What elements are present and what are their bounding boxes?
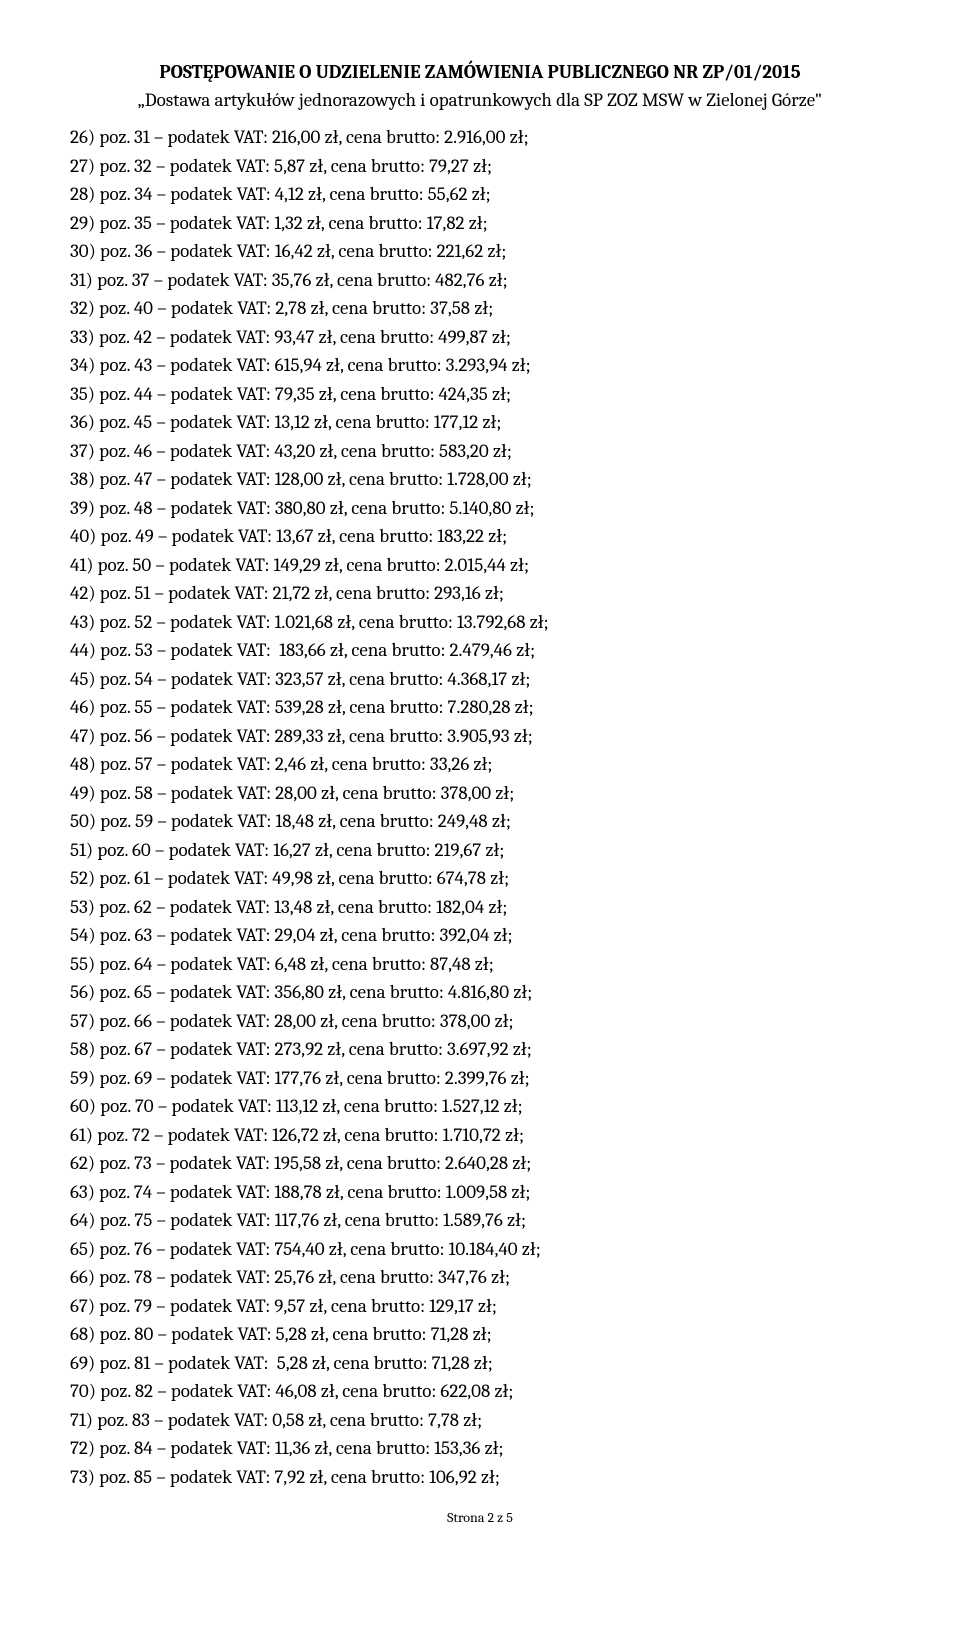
list-line: 72) poz. 84 – podatek VAT: 11,36 zł, cen… [70,1434,890,1463]
list-line: 48) poz. 57 – podatek VAT: 2,46 zł, cena… [70,750,890,779]
list-line: 53) poz. 62 – podatek VAT: 13,48 zł, cen… [70,893,890,922]
header-subtitle: „Dostawa artykułów jednorazowych i opatr… [70,88,890,114]
list-line: 30) poz. 36 – podatek VAT: 16,42 zł, cen… [70,237,890,266]
document-page: POSTĘPOWANIE O UDZIELENIE ZAMÓWIENIA PUB… [0,0,960,1566]
list-line: 66) poz. 78 – podatek VAT: 25,76 zł, cen… [70,1263,890,1292]
list-line: 32) poz. 40 – podatek VAT: 2,78 zł, cena… [70,294,890,323]
list-line: 36) poz. 45 – podatek VAT: 13,12 zł, cen… [70,408,890,437]
list-line: 47) poz. 56 – podatek VAT: 289,33 zł, ce… [70,722,890,751]
list-line: 59) poz. 69 – podatek VAT: 177,76 zł, ce… [70,1064,890,1093]
list-line: 51) poz. 60 – podatek VAT: 16,27 zł, cen… [70,836,890,865]
list-line: 60) poz. 70 – podatek VAT: 113,12 zł, ce… [70,1092,890,1121]
list-line: 31) poz. 37 – podatek VAT: 35,76 zł, cen… [70,266,890,295]
list-line: 44) poz. 53 – podatek VAT: 183,66 zł, ce… [70,636,890,665]
list-line: 63) poz. 74 – podatek VAT: 188,78 zł, ce… [70,1178,890,1207]
header-title: POSTĘPOWANIE O UDZIELENIE ZAMÓWIENIA PUB… [70,60,890,86]
list-line: 70) poz. 82 – podatek VAT: 46,08 zł, cen… [70,1377,890,1406]
list-line: 33) poz. 42 – podatek VAT: 93,47 zł, cen… [70,323,890,352]
list-line: 57) poz. 66 – podatek VAT: 28,00 zł, cen… [70,1007,890,1036]
list-line: 43) poz. 52 – podatek VAT: 1.021,68 zł, … [70,608,890,637]
list-line: 52) poz. 61 – podatek VAT: 49,98 zł, cen… [70,864,890,893]
list-line: 38) poz. 47 – podatek VAT: 128,00 zł, ce… [70,465,890,494]
list-line: 29) poz. 35 – podatek VAT: 1,32 zł, cena… [70,209,890,238]
list-line: 37) poz. 46 – podatek VAT: 43,20 zł, cen… [70,437,890,466]
list-line: 27) poz. 32 – podatek VAT: 5,87 zł, cena… [70,152,890,181]
list-line: 55) poz. 64 – podatek VAT: 6,48 zł, cena… [70,950,890,979]
list-line: 67) poz. 79 – podatek VAT: 9,57 zł, cena… [70,1292,890,1321]
list-line: 54) poz. 63 – podatek VAT: 29,04 zł, cen… [70,921,890,950]
list-line: 68) poz. 80 – podatek VAT: 5,28 zł, cena… [70,1320,890,1349]
list-line: 46) poz. 55 – podatek VAT: 539,28 zł, ce… [70,693,890,722]
list-line: 69) poz. 81 – podatek VAT: 5,28 zł, cena… [70,1349,890,1378]
list-line: 65) poz. 76 – podatek VAT: 754,40 zł, ce… [70,1235,890,1264]
list-line: 73) poz. 85 – podatek VAT: 7,92 zł, cena… [70,1463,890,1492]
list-line: 40) poz. 49 – podatek VAT: 13,67 zł, cen… [70,522,890,551]
list-line: 61) poz. 72 – podatek VAT: 126,72 zł, ce… [70,1121,890,1150]
list-line: 56) poz. 65 – podatek VAT: 356,80 zł, ce… [70,978,890,1007]
list-line: 28) poz. 34 – podatek VAT: 4,12 zł, cena… [70,180,890,209]
list-line: 50) poz. 59 – podatek VAT: 18,48 zł, cen… [70,807,890,836]
list-line: 35) poz. 44 – podatek VAT: 79,35 zł, cen… [70,380,890,409]
list-line: 42) poz. 51 – podatek VAT: 21,72 zł, cen… [70,579,890,608]
list-line: 39) poz. 48 – podatek VAT: 380,80 zł, ce… [70,494,890,523]
page-footer: Strona 2 z 5 [70,1509,890,1526]
list-line: 34) poz. 43 – podatek VAT: 615,94 zł, ce… [70,351,890,380]
list-line: 26) poz. 31 – podatek VAT: 216,00 zł, ce… [70,123,890,152]
list-line: 71) poz. 83 – podatek VAT: 0,58 zł, cena… [70,1406,890,1435]
list-line: 41) poz. 50 – podatek VAT: 149,29 zł, ce… [70,551,890,580]
list-line: 45) poz. 54 – podatek VAT: 323,57 zł, ce… [70,665,890,694]
list-line: 62) poz. 73 – podatek VAT: 195,58 zł, ce… [70,1149,890,1178]
list-line: 64) poz. 75 – podatek VAT: 117,76 zł, ce… [70,1206,890,1235]
list-line: 49) poz. 58 – podatek VAT: 28,00 zł, cen… [70,779,890,808]
list-line: 58) poz. 67 – podatek VAT: 273,92 zł, ce… [70,1035,890,1064]
list-container: 26) poz. 31 – podatek VAT: 216,00 zł, ce… [70,123,890,1491]
